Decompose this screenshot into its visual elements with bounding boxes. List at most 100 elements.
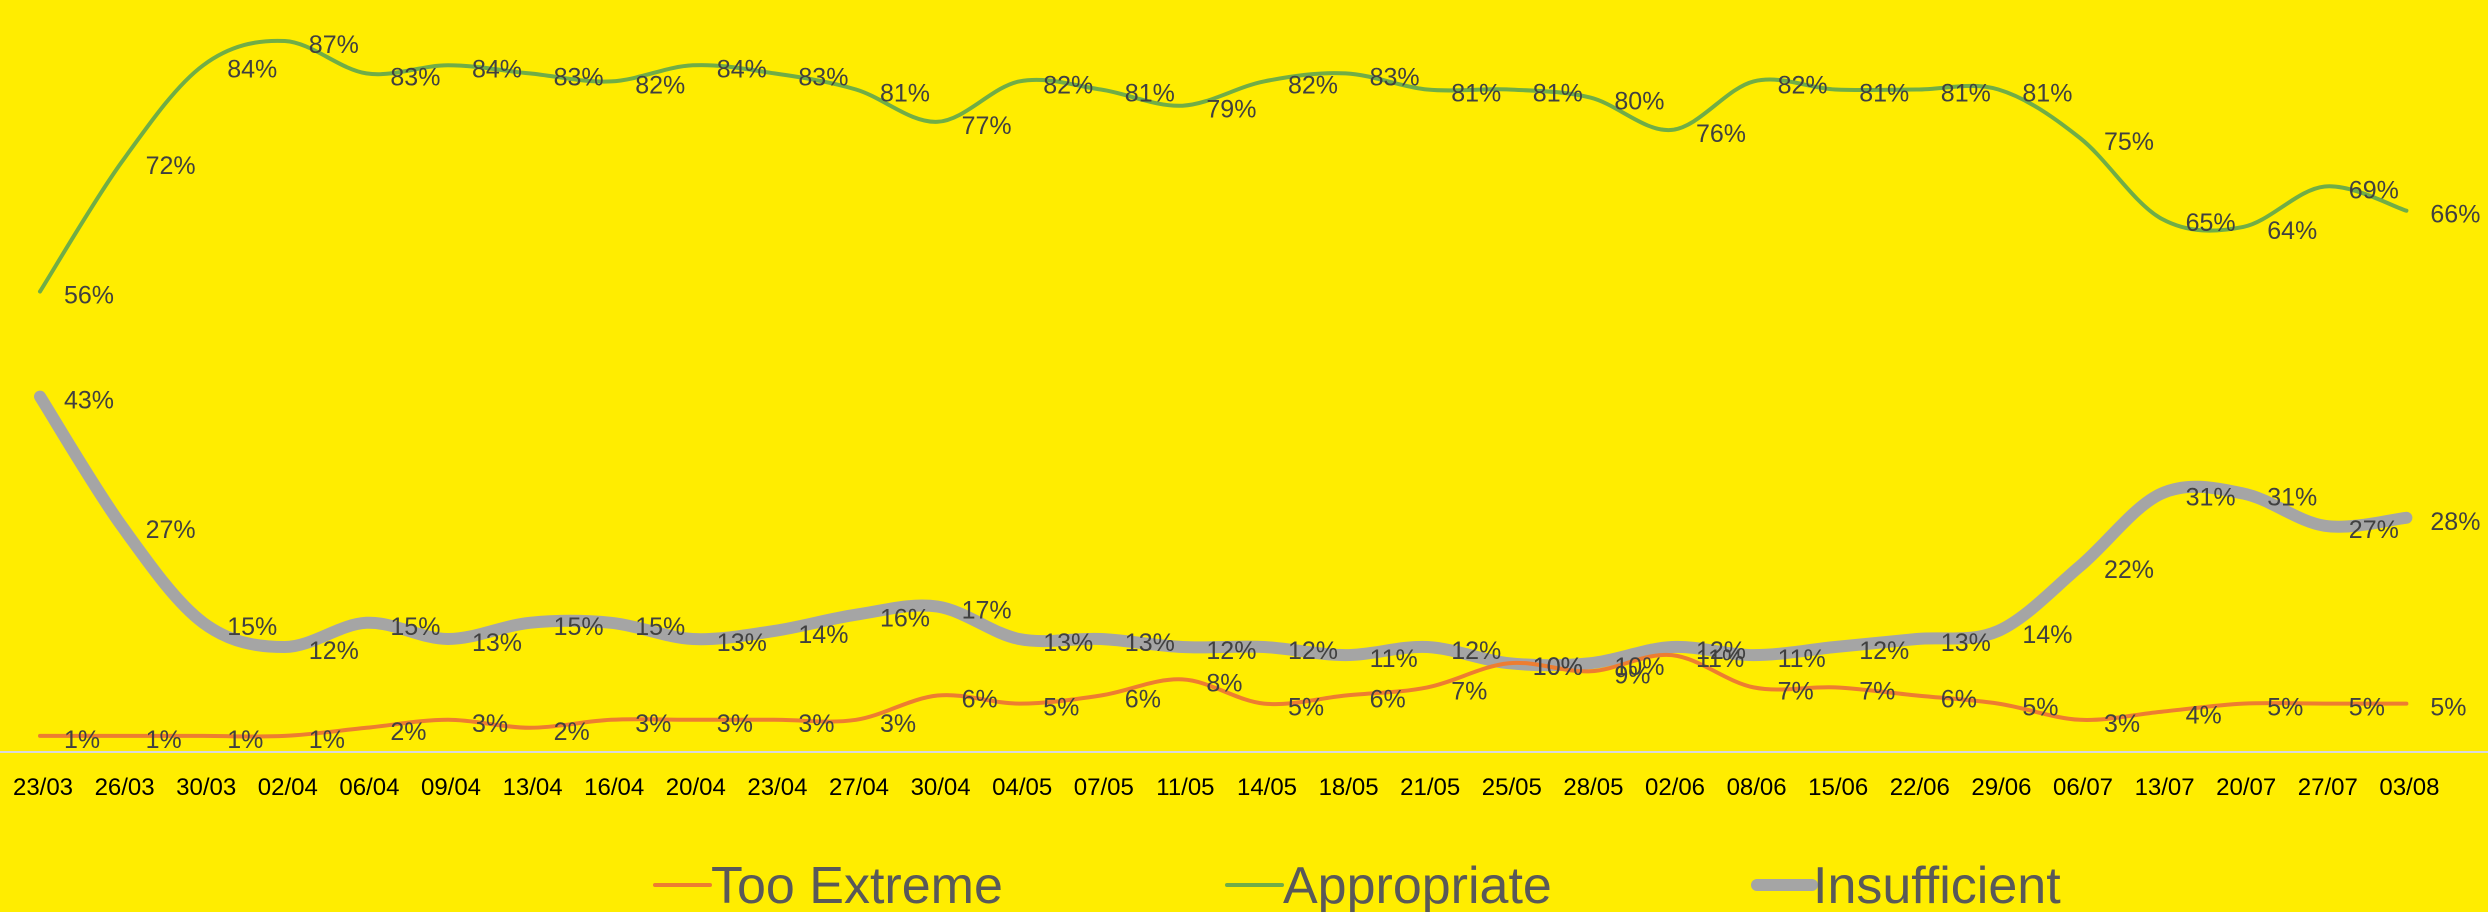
x-tick-label: 13/04 <box>503 774 563 801</box>
data-label-appropriate: 76% <box>1696 120 1746 148</box>
data-label-appropriate: 56% <box>64 282 114 310</box>
data-label-too-extreme: 6% <box>1125 686 1161 714</box>
data-label-too-extreme: 2% <box>554 718 590 746</box>
data-label-appropriate: 72% <box>146 152 196 180</box>
data-label-appropriate: 83% <box>798 63 848 91</box>
data-label-insufficient: 13% <box>1125 629 1175 657</box>
data-label-insufficient: 16% <box>880 605 930 633</box>
data-label-too-extreme: 5% <box>1043 694 1079 722</box>
data-label-too-extreme: 5% <box>1288 694 1324 722</box>
data-label-insufficient: 13% <box>717 629 767 657</box>
x-tick-label: 23/04 <box>747 774 807 801</box>
series-line-too-extreme <box>38 652 2409 739</box>
data-label-appropriate: 81% <box>1125 80 1175 108</box>
data-label-insufficient: 13% <box>1043 629 1093 657</box>
x-tick-labels: 23/03 26/03 30/03 02/04 06/04 09/04 13/04 16/04… <box>13 774 2439 801</box>
data-label-insufficient: 31% <box>2267 484 2317 512</box>
data-label-appropriate: 84% <box>717 55 767 83</box>
series-layer <box>34 38 2413 739</box>
x-tick-label: 13/07 <box>2135 774 2195 801</box>
data-label-appropriate: 82% <box>1288 71 1338 99</box>
data-label-insufficient: 13% <box>472 629 522 657</box>
data-label-too-extreme: 1% <box>227 726 263 754</box>
data-label-too-extreme: 11% <box>1696 645 1744 673</box>
x-tick-label: 08/06 <box>1727 774 1787 801</box>
legend: Too Extreme Appropriate Insufficient <box>653 857 2061 912</box>
data-label-insufficient: 27% <box>146 516 196 544</box>
data-label-insufficient: 14% <box>2022 621 2072 649</box>
x-tick-label: 02/04 <box>258 774 318 801</box>
x-tick-label: 22/06 <box>1890 774 1950 801</box>
data-label-appropriate: 69% <box>2349 176 2399 204</box>
data-label-insufficient: 27% <box>2349 516 2399 544</box>
data-label-insufficient: 10% <box>1614 653 1664 681</box>
data-label-insufficient: 28% <box>2430 508 2480 536</box>
x-tick-label: 06/07 <box>2053 774 2113 801</box>
data-label-appropriate: 83% <box>554 63 604 91</box>
x-tick-label: 06/04 <box>339 774 399 801</box>
data-label-too-extreme: 10% <box>1533 653 1583 681</box>
x-tick-label: 27/04 <box>829 774 889 801</box>
data-label-appropriate: 75% <box>2104 128 2154 156</box>
data-label-appropriate: 81% <box>1451 80 1501 108</box>
x-tick-label: 20/04 <box>666 774 726 801</box>
data-label-insufficient: 15% <box>554 613 604 641</box>
data-label-insufficient: 17% <box>962 597 1012 625</box>
x-tick-label: 30/04 <box>911 774 971 801</box>
data-label-insufficient: 12% <box>1288 637 1338 665</box>
x-tick-label: 26/03 <box>95 774 155 801</box>
data-label-insufficient: 12% <box>1206 637 1256 665</box>
data-label-too-extreme: 7% <box>1859 677 1895 705</box>
x-tick-label: 02/06 <box>1645 774 1705 801</box>
data-label-insufficient: 15% <box>227 613 277 641</box>
x-tick-label: 27/07 <box>2298 774 2358 801</box>
x-tick-label: 28/05 <box>1563 774 1623 801</box>
data-label-too-extreme: 9% <box>1614 661 1650 689</box>
data-label-too-extreme: 6% <box>1370 686 1406 714</box>
data-label-insufficient: 12% <box>1859 637 1909 665</box>
data-label-insufficient: 12% <box>309 637 359 665</box>
data-label-too-extreme: 6% <box>962 686 998 714</box>
data-label-too-extreme: 2% <box>390 718 426 746</box>
legend-label-too-extreme: Too Extreme <box>711 857 1003 912</box>
data-label-too-extreme: 5% <box>2267 694 2303 722</box>
x-tick-label: 30/03 <box>176 774 236 801</box>
data-label-insufficient: 12% <box>1451 637 1501 665</box>
data-label-appropriate: 84% <box>472 55 522 83</box>
data-label-too-extreme: 7% <box>1778 677 1814 705</box>
x-tick-label: 16/04 <box>584 774 644 801</box>
data-label-too-extreme: 1% <box>64 726 100 754</box>
x-tick-label: 23/03 <box>13 774 73 801</box>
data-label-too-extreme: 6% <box>1941 686 1977 714</box>
x-tick-label: 03/08 <box>2379 774 2439 801</box>
data-label-appropriate: 82% <box>1778 71 1828 99</box>
data-label-too-extreme: 1% <box>309 726 345 754</box>
data-label-too-extreme: 3% <box>635 710 671 738</box>
data-label-appropriate: 84% <box>227 55 277 83</box>
data-label-appropriate: 82% <box>635 71 685 99</box>
series-line-appropriate <box>38 38 2409 294</box>
data-label-too-extreme: 8% <box>1206 669 1242 697</box>
data-label-insufficient: 31% <box>2186 484 2236 512</box>
data-label-appropriate: 87% <box>309 31 359 59</box>
data-label-appropriate: 77% <box>962 112 1012 140</box>
x-tick-label: 25/05 <box>1482 774 1542 801</box>
x-tick-label: 04/05 <box>992 774 1052 801</box>
data-label-too-extreme: 5% <box>2022 694 2058 722</box>
data-label-layer: 1% 1% 1% 1% 2% 3% 2% 3% 3% 3% 3%6% 5% 6%8%5% 6% 7%10% 9… <box>64 31 2480 754</box>
data-label-insufficient: 43% <box>64 387 114 415</box>
legend-label-insufficient: Insufficient <box>1813 857 2061 912</box>
data-label-appropriate: 81% <box>1941 80 1991 108</box>
data-label-appropriate: 81% <box>880 80 930 108</box>
data-label-insufficient: 15% <box>390 613 440 641</box>
x-tick-label: 20/07 <box>2216 774 2276 801</box>
data-label-too-extreme: 7% <box>1451 677 1487 705</box>
data-label-insufficient: 10% <box>1533 653 1583 681</box>
x-tick-label: 18/05 <box>1319 774 1379 801</box>
series-line-insufficient <box>34 390 2413 672</box>
x-tick-label: 21/05 <box>1400 774 1460 801</box>
data-label-insufficient: 22% <box>2104 556 2154 584</box>
data-label-appropriate: 83% <box>390 63 440 91</box>
x-tick-label: 15/06 <box>1808 774 1868 801</box>
